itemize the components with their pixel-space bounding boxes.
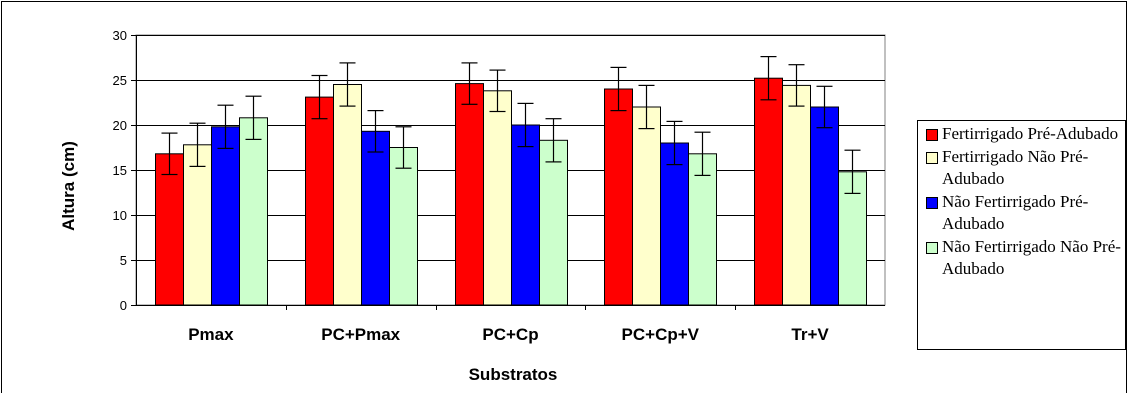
x-category-label: Pmax — [188, 325, 234, 344]
x-category-label: PC+Cp — [482, 325, 538, 344]
y-axis-title: Altura (cm) — [59, 141, 78, 231]
legend-swatch-nao-fertirrigado-pre-adubado — [926, 196, 938, 209]
legend-item: Fertirrigado Não Pré-Adubado — [926, 146, 1125, 191]
x-category-label: PC+Cp+V — [622, 325, 700, 344]
legend-label: Fertirrigado Pré-Adubado — [942, 124, 1119, 143]
legend-label: Não Fertirrigado Pré-Adubado — [942, 191, 1089, 234]
bar — [632, 106, 661, 306]
y-tick-label: 25 — [113, 73, 127, 88]
legend-item: Fertirrigado Pré-Adubado — [926, 123, 1125, 146]
bar — [361, 130, 390, 306]
y-tick-label: 10 — [113, 208, 127, 223]
x-axis-title: Substratos — [469, 365, 558, 384]
error-bars-layer — [161, 55, 861, 194]
bar — [333, 84, 362, 306]
bar — [183, 144, 212, 306]
bar — [754, 77, 783, 306]
y-tick-label: 0 — [120, 298, 127, 313]
bar — [604, 88, 633, 306]
bar — [155, 153, 184, 306]
legend-label: Não Fertirrigado Não Pré-Adubado — [942, 236, 1121, 279]
bar — [838, 171, 867, 306]
legend-swatch-fertirrigado-pre-adubado — [926, 129, 938, 141]
bar — [483, 90, 512, 306]
legend-swatch-fertirrigado-nao-pre-adubado — [926, 151, 938, 164]
bar — [782, 84, 811, 306]
x-category-label: Tr+V — [791, 325, 829, 344]
bar — [211, 126, 240, 306]
bar — [239, 117, 268, 306]
bar — [810, 106, 839, 306]
legend-item: Não Fertirrigado Pré-Adubado — [926, 191, 1125, 236]
bar — [389, 147, 418, 306]
bar — [539, 139, 568, 306]
y-tick-label: 5 — [120, 253, 127, 268]
legend-label: Fertirrigado Não Pré-Adubado — [942, 146, 1089, 189]
bar — [660, 142, 689, 306]
y-tick-label: 20 — [113, 118, 127, 133]
axes-layer — [131, 35, 885, 310]
legend-swatch-nao-fertirrigado-nao-pre-adubado — [926, 241, 938, 254]
legend-item: Não Fertirrigado Não Pré-Adubado — [926, 236, 1125, 281]
legend: Fertirrigado Pré-Adubado Fertirrigado Nã… — [917, 120, 1126, 350]
tick-labels-layer: 0 5 10 15 20 25 30 Pmax PC+Pmax PC+Cp PC+Cp+V Tr+V — [113, 28, 830, 344]
y-tick-label: 15 — [113, 163, 127, 178]
bar — [688, 153, 717, 306]
bar — [511, 124, 540, 306]
x-category-label: PC+Pmax — [321, 325, 400, 344]
y-tick-label: 30 — [113, 28, 127, 43]
bar — [305, 96, 334, 306]
bar — [455, 83, 484, 306]
bars-layer — [155, 77, 867, 306]
